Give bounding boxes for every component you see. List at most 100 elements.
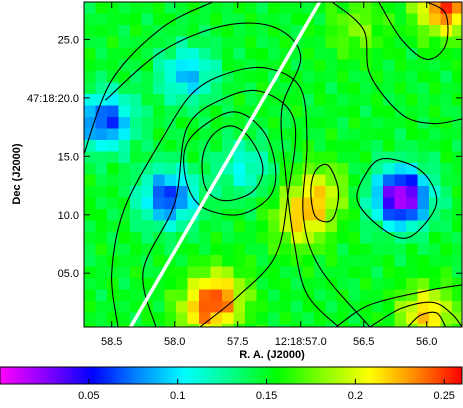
heatmap-cell [210,105,223,118]
heatmap-cell [279,243,292,256]
heatmap-cell [429,82,442,95]
heatmap-cell [314,163,327,176]
heatmap-cell [187,105,200,118]
heatmap-cell [314,324,327,327]
heatmap-cell [417,324,430,327]
heatmap-cell [107,174,120,187]
heatmap-cell [337,13,350,26]
heatmap-cell [245,140,258,153]
heatmap-cell [233,174,246,187]
heatmap-cell [383,220,396,233]
heatmap-cell [187,117,200,130]
heatmap-cell [302,36,315,49]
heatmap-cell [383,2,396,15]
heatmap-cell [95,59,108,72]
heatmap-cell [314,105,327,118]
heatmap-cell [360,48,373,61]
heatmap-cell [429,197,442,210]
heatmap-cell [440,59,453,72]
heatmap-cell [406,220,419,233]
heatmap-cell [440,220,453,233]
heatmap-cell [429,94,442,107]
heatmap-cell [256,2,269,15]
tick-labels: 58.5 58.0 57.5 12:18:57.0 56.5 56.0 25.0 47:18:… [27,34,437,348]
heatmap-cell [417,94,430,107]
heatmap-cell [199,2,212,15]
heatmap-cell [325,36,338,49]
heatmap-cell [233,151,246,164]
heatmap-cell [371,94,384,107]
heatmap-cell [452,94,462,107]
heatmap-cell [118,232,131,245]
heatmap-cell [95,324,108,327]
heatmap-cell [429,163,442,176]
heatmap-cell [95,186,108,199]
heatmap-cell [314,174,327,187]
heatmap-cell [291,94,304,107]
heatmap-cell [417,301,430,314]
heatmap-cell [452,13,462,26]
heatmap-cell [302,255,315,268]
heatmap-cell [394,255,407,268]
heatmap-cell [429,220,442,233]
heatmap-cell [256,243,269,256]
heatmap-cell [383,36,396,49]
heatmap-cell [164,266,177,279]
heatmap-cell [187,82,200,95]
heatmap-cell [107,163,120,176]
heatmap-cell [210,197,223,210]
heatmap-cell [337,163,350,176]
heatmap-cell [222,94,235,107]
heatmap-cell [176,94,189,107]
heatmap-cell [406,312,419,325]
heatmap-cell [360,312,373,325]
heatmap-cell [245,266,258,279]
heatmap-cell [360,324,373,327]
heatmap-cells [84,2,462,327]
heatmap-cell [452,312,462,325]
x-tick-label: 12:18:57.0 [275,336,327,348]
heatmap-cell [360,151,373,164]
heatmap-cell [337,82,350,95]
heatmap-cell [452,232,462,245]
heatmap-cell [417,243,430,256]
heatmap-cell [429,174,442,187]
heatmap-cell [302,71,315,84]
heatmap-cell [245,243,258,256]
heatmap-cell [233,324,246,327]
heatmap-cell [130,243,143,256]
heatmap-cell [337,2,350,15]
heatmap-cell [256,71,269,84]
heatmap-cell [107,2,120,15]
heatmap-cell [279,220,292,233]
heatmap-cell [130,278,143,291]
x-tick-label: 58.5 [101,336,122,348]
heatmap-cell [325,117,338,130]
heatmap-cell [440,243,453,256]
heatmap-cell [199,105,212,118]
heatmap-cell [440,312,453,325]
heatmap-cell [141,94,154,107]
heatmap-cell [199,209,212,222]
heatmap-cell [199,128,212,141]
heatmap-cell [176,220,189,233]
heatmap-cell [95,232,108,245]
heatmap-cell [429,289,442,302]
heatmap-cell [199,48,212,61]
heatmap-cell [452,289,462,302]
heatmap-cell [348,128,361,141]
heatmap-cell [245,220,258,233]
heatmap-cell [383,25,396,38]
heatmap-cell [348,209,361,222]
heatmap-cell [107,48,120,61]
x-tick-label: 57.5 [227,336,248,348]
heatmap-cell [222,186,235,199]
heatmap-cell [383,140,396,153]
heatmap-cell [256,255,269,268]
heatmap-cell [84,232,97,245]
heatmap-cell [337,243,350,256]
heatmap-cell [233,117,246,130]
heatmap-cell [268,105,281,118]
heatmap-cell [314,117,327,130]
heatmap-cell [118,163,131,176]
